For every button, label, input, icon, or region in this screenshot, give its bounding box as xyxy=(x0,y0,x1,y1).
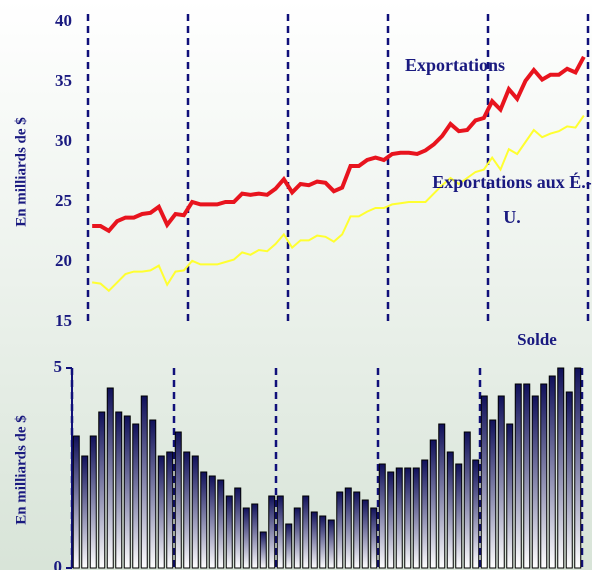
bar xyxy=(412,467,420,569)
y-axis-label: En milliards de $ xyxy=(13,117,29,227)
bar xyxy=(540,383,548,569)
bar xyxy=(531,395,539,569)
bar xyxy=(234,487,242,569)
bar xyxy=(81,455,89,569)
bar xyxy=(574,367,582,569)
bar xyxy=(293,507,301,569)
bar xyxy=(319,515,327,569)
bar xyxy=(514,383,522,569)
bar xyxy=(98,411,106,569)
bar xyxy=(115,411,123,569)
bar xyxy=(225,495,233,569)
series-label: Exportations aux É.-U. xyxy=(432,172,592,227)
bar xyxy=(438,423,446,569)
bar xyxy=(370,507,378,569)
line xyxy=(92,55,586,234)
bar xyxy=(140,395,148,569)
y-axis-label: En milliards de $ xyxy=(13,415,29,525)
line xyxy=(92,115,585,293)
bar xyxy=(200,471,208,569)
bar xyxy=(251,503,259,569)
y-tick-label: 30 xyxy=(55,131,72,150)
bar xyxy=(565,391,573,569)
bar xyxy=(174,431,182,569)
bar xyxy=(387,471,395,569)
bar xyxy=(463,431,471,569)
bar xyxy=(472,459,480,569)
bar xyxy=(523,383,531,569)
bar xyxy=(548,375,556,569)
bar xyxy=(455,463,463,569)
bar xyxy=(497,395,505,569)
bar xyxy=(336,491,344,569)
bar xyxy=(480,395,488,569)
bar xyxy=(404,467,412,569)
bar xyxy=(310,511,318,569)
bar xyxy=(72,435,80,569)
bar xyxy=(132,423,140,569)
bar xyxy=(285,523,293,569)
bar xyxy=(166,451,174,569)
bar xyxy=(361,499,369,569)
y-tick-label: 5 xyxy=(54,357,63,376)
y-tick-label: 20 xyxy=(55,251,72,270)
bar xyxy=(259,531,267,569)
series-label: Exportations xyxy=(404,55,505,75)
bar xyxy=(123,415,131,569)
bar xyxy=(302,495,310,569)
bar xyxy=(353,491,361,569)
bar xyxy=(421,459,429,569)
bar xyxy=(242,507,250,569)
bar xyxy=(208,475,216,569)
y-tick-label: 15 xyxy=(55,311,72,330)
y-tick-label: 35 xyxy=(55,71,72,90)
y-tick-label: 25 xyxy=(55,191,72,210)
bar xyxy=(191,455,199,569)
y-tick-label: 0 xyxy=(54,557,63,570)
bar xyxy=(149,419,157,569)
y-tick-label: 40 xyxy=(55,11,72,30)
bar xyxy=(506,423,514,569)
bar xyxy=(268,495,276,569)
bar xyxy=(89,435,97,569)
bar xyxy=(276,495,284,569)
bar xyxy=(217,479,225,569)
bar xyxy=(106,387,114,569)
bar xyxy=(446,451,454,569)
bar xyxy=(429,439,437,569)
bar xyxy=(489,419,497,569)
bar xyxy=(378,463,386,569)
bar xyxy=(344,487,352,569)
bar xyxy=(327,519,335,569)
chart-title: Solde xyxy=(517,330,557,349)
bar xyxy=(557,367,565,569)
bar xyxy=(183,451,191,569)
bar xyxy=(157,455,165,569)
bar xyxy=(395,467,403,569)
